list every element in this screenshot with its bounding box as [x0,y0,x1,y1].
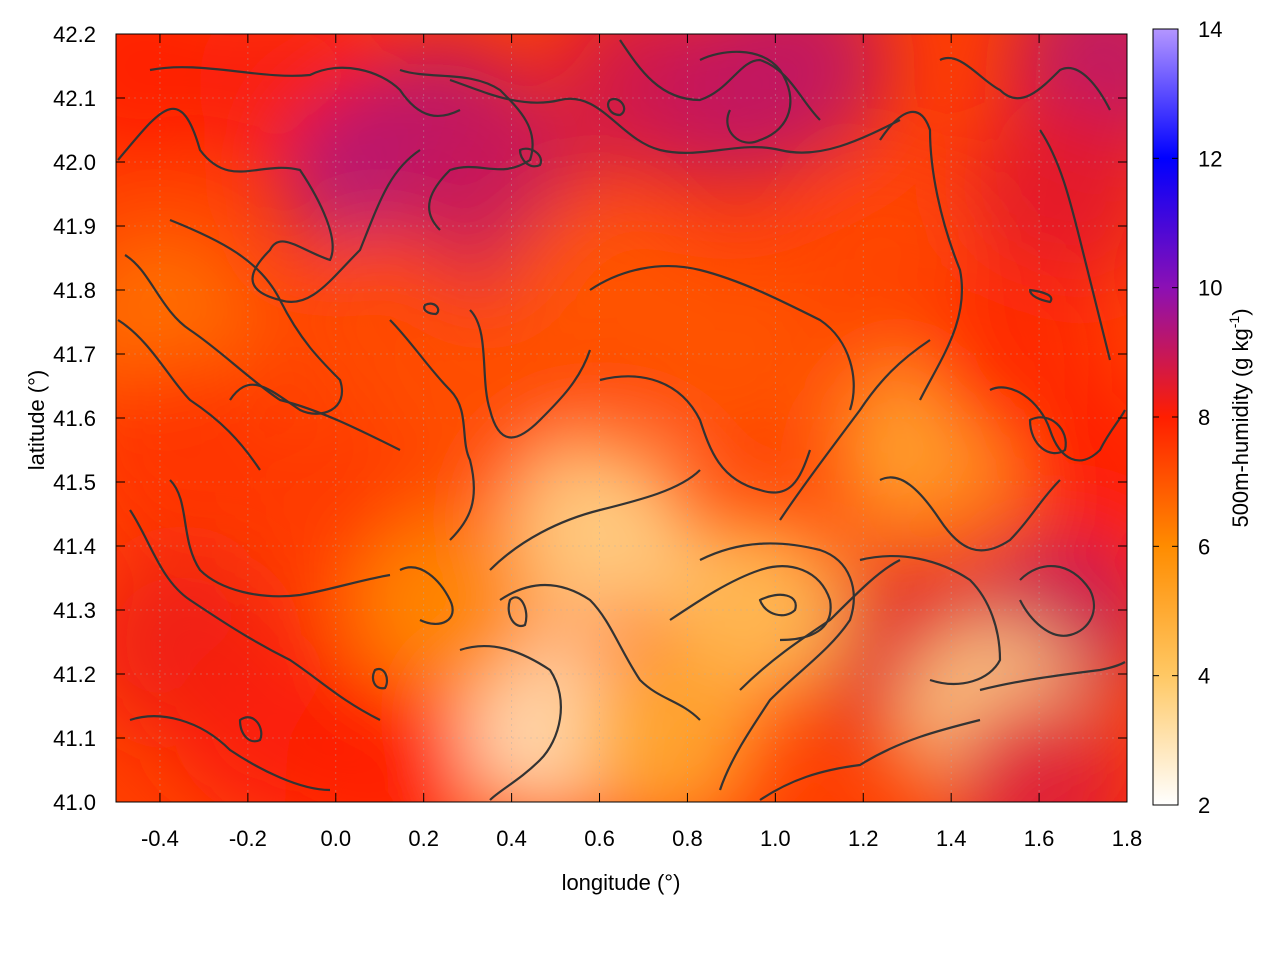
contour-line [669,565,832,642]
y-axis: 41.0 41.1 41.2 41.3 41.4 41.5 41.6 41.7 41.8 41.9… [53,22,1127,815]
y-tick-label: 41.3 [53,598,96,623]
x-tick-label: -0.2 [229,826,267,851]
contour-lines [117,39,1126,801]
contour-line [399,68,534,231]
contour-line [759,718,981,801]
colorbar-tick-label: 14 [1198,17,1222,42]
y-tick-label: 42.1 [53,86,96,111]
contour-line [117,319,261,471]
humidity-sample [350,515,541,705]
colorbar-label-superscript: -1 [1226,316,1242,329]
x-axis-label: longitude (°) [562,870,681,895]
contour-line [1028,416,1067,455]
colorbar-tick-label: 6 [1198,534,1210,559]
contour-line [389,319,475,541]
humidity-sample [966,99,1127,289]
y-tick-label: 42.0 [53,150,96,175]
humidity-sample [790,163,981,353]
contour-line [459,645,562,801]
contour-line [499,584,701,721]
x-tick-label: 1.2 [848,826,879,851]
contour-line [1019,565,1095,637]
contour-line [699,50,792,144]
contour-line [589,264,855,411]
humidity-sample [636,259,827,449]
y-tick-label: 41.1 [53,726,96,751]
y-tick-label: 41.9 [53,214,96,239]
y-tick-label: 41.8 [53,278,96,303]
contour-line [739,559,901,691]
humidity-sample [570,643,761,802]
contour-line [779,339,931,521]
humidity-sample [284,675,475,802]
contour-line [879,476,1061,552]
contour-line [124,254,401,451]
humidity-sample [116,355,277,545]
colorbar-tick-label: 10 [1198,276,1222,301]
x-tick-label: 0.8 [672,826,703,851]
y-tick-label: 41.5 [53,470,96,495]
contour-line [507,596,528,628]
y-axis-label: latitude (°) [24,370,49,471]
contour-line [149,66,461,118]
contour-line [129,715,331,792]
contour-line [699,542,855,791]
contour-line [169,218,343,415]
colorbar-tick-label: 2 [1198,793,1210,818]
contour-line [758,593,797,617]
contour-line [399,566,454,625]
contour-line [117,107,421,303]
colorbar-ticks: 2 4 6 8 10 12 14 [1153,17,1222,818]
contour-line [238,716,263,743]
humidity-sample [944,694,1127,802]
contour-line [371,667,389,690]
contour-line [619,39,821,121]
contour-line [129,509,381,721]
humidity-heatmap [116,34,1127,802]
x-tick-label: 1.6 [1024,826,1055,851]
x-tick-label: 0.2 [408,826,439,851]
colorbar: 2 4 6 8 10 12 14 500m-humidity (g kg-1) [1152,17,1253,818]
y-tick-label: 41.4 [53,534,96,559]
x-tick-label: -0.4 [141,826,179,851]
contour-line [599,375,812,494]
contour-line [169,479,391,598]
colorbar-label: 500m-humidity (g kg-1) [1226,308,1253,527]
y-tick-label: 41.6 [53,406,96,431]
contour-line [979,661,1126,692]
colorbar-tick-label: 12 [1198,146,1222,171]
x-tick-label: 1.8 [1112,826,1143,851]
colorbar-tick-label: 4 [1198,664,1210,689]
contour-line [989,386,1126,462]
contour-line [1039,129,1112,361]
y-tick-label: 41.0 [53,790,96,815]
contour-line [423,302,440,316]
contour-line [606,97,626,117]
colorbar-label-close: ) [1228,308,1253,315]
contour-line [449,78,901,154]
y-tick-label: 41.2 [53,662,96,687]
contour-line [879,110,964,401]
y-tick-label: 42.2 [53,22,96,47]
humidity-sample [702,34,893,161]
y-tick-label: 41.7 [53,342,96,367]
colorbar-label-main: 500m-humidity (g kg [1228,328,1253,527]
x-tick-label: 0.6 [584,826,615,851]
contour-line [469,309,592,439]
x-axis: -0.4 -0.2 0.0 0.2 0.4 0.6 0.8 1.0 1.2 1.4 1.6 1.8 [141,34,1142,851]
contour-line [939,56,1111,111]
x-tick-label: 1.0 [760,826,791,851]
contour-line [489,469,701,571]
x-tick-label: 1.4 [936,826,967,851]
colorbar-tick-label: 8 [1198,405,1210,430]
x-tick-label: 0.4 [496,826,527,851]
contour-line [518,147,543,168]
contour-line [1028,288,1053,304]
contour-line [859,554,1002,685]
x-tick-label: 0.0 [320,826,351,851]
